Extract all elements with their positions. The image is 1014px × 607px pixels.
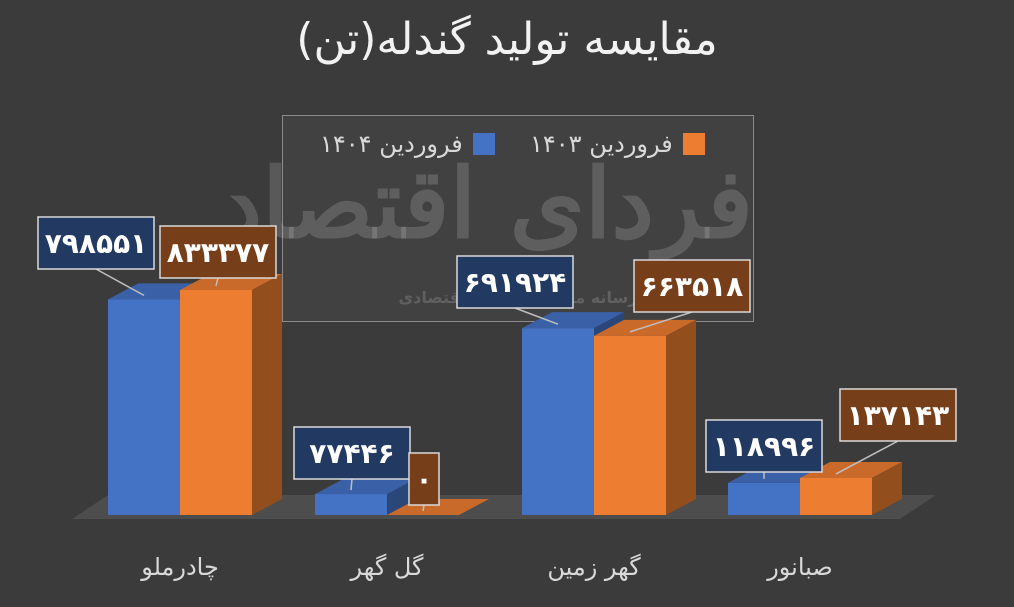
legend-item-series-1: فروردین ۱۴۰۴ bbox=[320, 130, 495, 158]
data-label-text: ۷۹۸۵۵۱ bbox=[45, 227, 148, 260]
chart-floor bbox=[72, 495, 936, 519]
bar-top-face bbox=[522, 312, 624, 329]
bar-1-2 bbox=[315, 478, 417, 515]
data-label-text: ۰ bbox=[415, 463, 432, 496]
data-label-box bbox=[293, 426, 411, 480]
bar-front-face bbox=[594, 335, 666, 515]
data-label-leader bbox=[95, 268, 145, 297]
bar-front-face bbox=[800, 477, 872, 515]
legend-swatch-orange bbox=[682, 133, 705, 155]
legend-label-series-2: فروردین ۱۴۰۳ bbox=[530, 130, 673, 158]
data-label-leader bbox=[350, 478, 353, 491]
data-label-text: ۶۶۳۵۱۸ bbox=[641, 270, 744, 303]
bar-top-face bbox=[800, 461, 902, 478]
data-label-2-2: ۰ bbox=[408, 452, 440, 512]
data-label-box bbox=[408, 452, 440, 506]
bar-front-face bbox=[728, 482, 800, 515]
data-label-box bbox=[37, 216, 155, 270]
data-label-leader bbox=[835, 440, 899, 475]
bar-side-face bbox=[872, 461, 902, 515]
bar-front-face bbox=[315, 494, 387, 515]
bar-front-face bbox=[108, 299, 180, 515]
data-label-text: ۶۹۱۹۲۴ bbox=[464, 266, 567, 299]
watermark-logo: فردای اقتصاد bbox=[219, 147, 753, 260]
bar-side-face bbox=[666, 319, 696, 515]
data-label-leader bbox=[215, 277, 219, 287]
data-label-2-1: ۸۳۳۳۷۷ bbox=[159, 225, 277, 287]
data-label-box bbox=[839, 388, 957, 442]
data-label-text: ۸۳۳۳۷۷ bbox=[167, 236, 270, 269]
bar-side-face bbox=[252, 273, 282, 515]
bar-front-face bbox=[522, 328, 594, 515]
data-label-text: ۷۷۴۴۶ bbox=[309, 437, 394, 470]
data-label-box bbox=[633, 259, 751, 313]
data-label-1-4: ۱۱۸۹۹۶ bbox=[705, 419, 823, 479]
data-label-1-3: ۶۹۱۹۲۴ bbox=[456, 255, 574, 325]
data-label-text: ۱۳۷۱۴۳ bbox=[847, 399, 950, 432]
legend-item-series-2: فروردین ۱۴۰۳ bbox=[530, 130, 705, 158]
legend-swatch-blue bbox=[472, 133, 495, 155]
data-label-box bbox=[705, 419, 823, 473]
data-label-text: ۱۱۸۹۹۶ bbox=[713, 430, 816, 463]
bar-front-face bbox=[180, 289, 252, 515]
data-label-1-1: ۷۹۸۵۵۱ bbox=[37, 216, 155, 297]
data-label-2-4: ۱۳۷۱۴۳ bbox=[835, 388, 957, 475]
x-tick-label: گهر زمین bbox=[547, 553, 641, 581]
bar-2-1 bbox=[180, 273, 282, 515]
data-label-leader bbox=[514, 307, 559, 325]
x-tick-label: صبانور bbox=[766, 553, 833, 581]
bar-2-3 bbox=[594, 319, 696, 515]
bar-2-4 bbox=[800, 461, 902, 515]
data-label-leader bbox=[422, 504, 425, 512]
legend: فروردین ۱۴۰۴ فروردین ۱۴۰۳ bbox=[300, 130, 730, 170]
x-tick-label: چادرملو bbox=[140, 553, 219, 581]
data-label-box bbox=[159, 225, 277, 279]
bar-top-face bbox=[315, 478, 417, 495]
data-label-box bbox=[456, 255, 574, 309]
legend-label-series-1: فروردین ۱۴۰۴ bbox=[320, 130, 463, 158]
x-tick-label: گل گهر bbox=[350, 553, 425, 581]
bar-top-face bbox=[594, 319, 696, 336]
chart-title: مقایسه تولید گندله(تن) bbox=[296, 14, 718, 65]
data-label-1-2: ۷۷۴۴۶ bbox=[293, 426, 411, 491]
data-label-2-3: ۶۶۳۵۱۸ bbox=[629, 259, 751, 333]
data-label-leader bbox=[629, 311, 693, 333]
